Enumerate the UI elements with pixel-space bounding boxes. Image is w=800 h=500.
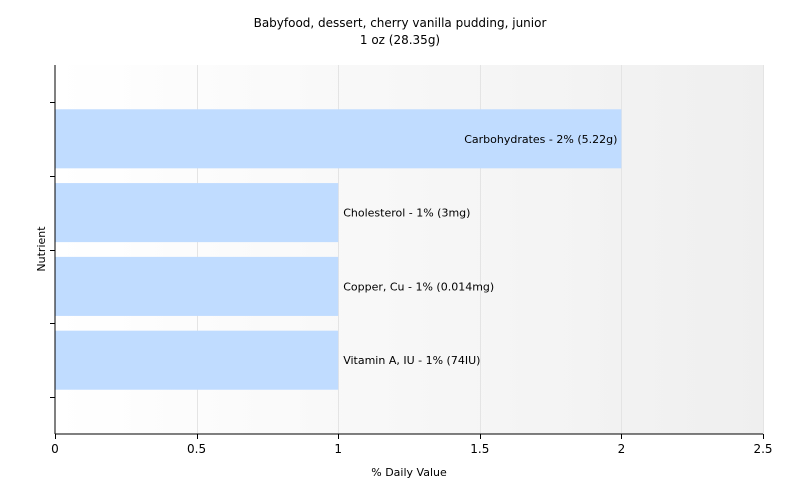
bar-value-label: Vitamin A, IU - 1% (74IU) xyxy=(343,354,480,367)
bar xyxy=(55,109,622,169)
bar xyxy=(55,183,339,243)
x-axis-label: % Daily Value xyxy=(371,466,447,479)
chart-title: Babyfood, dessert, cherry vanilla puddin… xyxy=(254,16,547,30)
bar-value-label: Cholesterol - 1% (3mg) xyxy=(343,207,470,220)
bar-value-label: Carbohydrates - 2% (5.22g) xyxy=(464,133,617,146)
x-tick-label: 0 xyxy=(51,442,59,456)
x-tick-label: 1 xyxy=(334,442,342,456)
x-tick-label: 2 xyxy=(618,442,626,456)
x-tick-label: 1.5 xyxy=(470,442,489,456)
bar-series: Carbohydrates - 2% (5.22g) Cholesterol - … xyxy=(55,109,622,390)
y-axis-ticks xyxy=(50,102,55,398)
x-tick-label: 0.5 xyxy=(187,442,206,456)
x-tick-label: 2.5 xyxy=(753,442,772,456)
x-axis-ticks: 0 0.5 1 1.5 2 2.5 xyxy=(51,434,773,456)
chart-subtitle: 1 oz (28.35g) xyxy=(360,33,440,47)
y-axis-label: Nutrient xyxy=(35,226,48,272)
bar xyxy=(55,256,339,316)
bar-value-label: Copper, Cu - 1% (0.014mg) xyxy=(343,280,494,293)
bar xyxy=(55,330,339,390)
